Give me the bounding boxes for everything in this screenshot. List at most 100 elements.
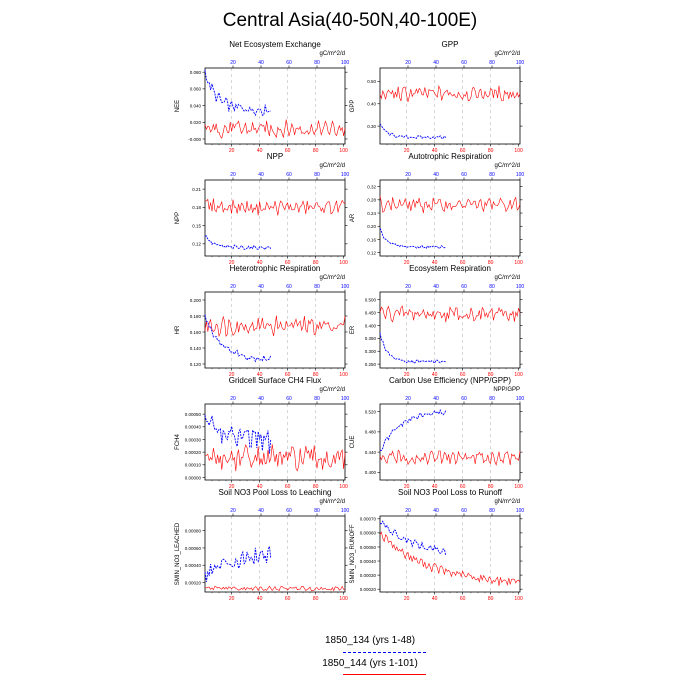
panel-7-title: Gridcell Surface CH4 Flux [229,376,321,385]
panel-8-top-tick-label-1: 20 [405,396,411,402]
panel-5-y-tick-label-3: 0.160 [190,330,202,335]
panel-9-bottom-tick-label-5: 100 [339,596,348,602]
panel-5-bottom-tick-label-3: 60 [285,372,291,378]
panel-3-bottom-tick-label-5: 100 [339,260,348,266]
panel-6-title: Ecosystem Respiration [409,264,491,273]
panel-1-y-tick-label-2: 0.020 [190,120,202,125]
panel-5-bottom-tick-label-2: 40 [257,372,263,378]
panel-3-title: NPP [267,152,283,161]
panel-9-series-134-line [204,546,272,582]
panel-8-y-tick-label-1: 0.400 [365,470,377,475]
panel-4-series-134-line [379,228,446,250]
panel-10-bottom-tick-label-2: 40 [432,596,438,602]
panel-9-ylabel: SMIN_NO3_LEACHED [175,522,181,585]
panel-5-bottom-tick-label-5: 100 [339,372,348,378]
panel-10-ylabel: SMIN_NO3_RUNOFF [350,524,356,583]
panel-1-top-tick-label-2: 40 [258,60,264,66]
panel-8-frame [379,403,521,481]
panel-7-bottom-tick-label-1: 20 [229,484,235,490]
legend-label-series-a: 1850_134 (yrs 1-48) [324,635,416,646]
panel-8-ylabel: CUE [350,436,356,449]
panel-6-bottom-tick-label-4: 80 [488,372,494,378]
panel-10-y-tick-label-6: 0.00070 [360,517,377,522]
panel-2-frame [379,67,521,145]
panel-4-series-144-line [379,195,521,214]
panel-9-frame [204,515,346,593]
panel-8-bottom-tick-label-2: 40 [432,484,438,490]
panel-9-y-tick-label-1: 0.00020 [185,580,202,585]
panel-6-y-tick-label-4: 0.400 [365,323,377,328]
panel-5-bottom-tick-label-4: 80 [313,372,319,378]
panel-3-y-tick-label-2: 0.15 [192,223,201,228]
panel-1-top-tick-label-4: 80 [314,60,320,66]
panel-4-top-tick-label-2: 40 [433,172,439,178]
panel-9-y-tick-label-4: 0.00080 [185,528,202,533]
panel-5-frame [204,291,346,369]
panel-1-y-tick-label-4: 0.060 [190,87,202,92]
panel-5-y-tick-label-1: 0.120 [190,362,202,367]
panel-5-y-tick-label-2: 0.140 [190,346,202,351]
panel-8-y-tick-label-4: 0.520 [365,409,377,414]
panel-10-bottom-tick-label-5: 100 [514,596,523,602]
panel-1-ylabel: NEE [175,100,181,112]
panel-6-frame [379,291,521,369]
panel-5-bottom-tick-label-1: 20 [229,372,235,378]
panel-10-series-134-line [379,520,447,556]
panel-3-bottom-tick-label-4: 80 [313,260,319,266]
panel-1-frame [204,67,346,145]
panel-1-series-144-line [204,119,346,139]
panel-2-top-tick-label-1: 20 [405,60,411,66]
panel-4-y-tick-label-2: 0.16 [367,237,376,242]
panel-7-series-144-line [204,444,346,472]
panel-9-top-tick-label-4: 80 [314,508,320,514]
panel-4-top-tick-label-4: 80 [489,172,495,178]
panel-5-ylabel: HR [175,325,181,334]
panel-5-top-tick-label-5: 100 [341,284,350,290]
panel-3-frame [204,179,346,257]
panel-6-y-tick-label-1: 0.250 [365,362,377,367]
panel-8-units: NPP/GPP [493,387,520,393]
panel-7-bottom-tick-label-5: 100 [339,484,348,490]
panel-6-y-tick-label-3: 0.350 [365,336,377,341]
panel-10-bottom-tick-label-3: 60 [460,596,466,602]
panel-9-top-tick-label-1: 20 [230,508,236,514]
panel-4-y-tick-label-5: 0.28 [367,198,376,203]
panel-6-y-tick-label-6: 0.500 [365,298,377,303]
panel-8-bottom-tick-label-4: 80 [488,484,494,490]
panel-9-top-tick-label-5: 100 [341,508,350,514]
panel-9-top-tick-label-2: 40 [258,508,264,514]
panel-5-top-tick-label-2: 40 [258,284,264,290]
panel-3-top-tick-label-1: 20 [230,172,236,178]
panel-1-top-tick-label-3: 60 [286,60,292,66]
panel-5-top-tick-label-1: 20 [230,284,236,290]
panel-9-bottom-tick-label-4: 80 [313,596,319,602]
panel-3-y-tick-label-1: 0.12 [192,242,201,247]
panel-1-bottom-tick-label-4: 80 [313,148,319,154]
legend-swatch-series-a [343,652,426,653]
panel-3-bottom-tick-label-3: 60 [285,260,291,266]
panel-10-top-tick-label-1: 20 [405,508,411,514]
panel-1-y-tick-label-5: 0.080 [190,70,202,75]
panel-9-bottom-tick-label-3: 60 [285,596,291,602]
panel-6-bottom-tick-label-3: 60 [460,372,466,378]
panel-9-bottom-tick-label-2: 40 [257,596,263,602]
panel-10-bottom-tick-label-1: 20 [404,596,410,602]
panel-3-top-tick-label-3: 60 [286,172,292,178]
panel-10-frame [379,515,521,593]
panel-3-y-tick-label-4: 0.21 [192,187,201,192]
panel-6-bottom-tick-label-2: 40 [432,372,438,378]
panel-4-y-tick-label-4: 0.24 [367,211,376,216]
panel-6-series-134-line [379,332,446,365]
panel-7-top-tick-label-1: 20 [230,396,236,402]
panel-4-top-tick-label-5: 100 [516,172,525,178]
panel-6-series-144-line [379,305,521,323]
panel-3-top-tick-label-5: 100 [341,172,350,178]
panel-1-bottom-tick-label-3: 60 [285,148,291,154]
panel-1-top-tick-label-5: 100 [341,60,350,66]
panel-5-title: Heterotrophic Respiration [230,264,321,273]
panel-5-series-134-line [204,314,272,363]
panel-7-bottom-tick-label-4: 80 [313,484,319,490]
panel-10-top-tick-label-5: 100 [516,508,525,514]
panel-10-title: Soil NO3 Pool Loss to Runoff [398,488,503,497]
panel-2-ylabel: GPP [350,100,356,113]
